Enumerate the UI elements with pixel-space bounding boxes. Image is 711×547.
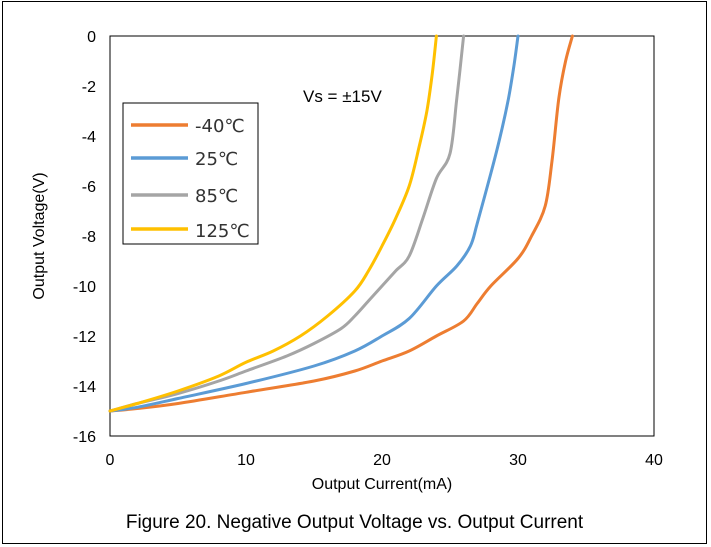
y-tick-label: -6 <box>82 179 96 196</box>
x-tick-label: 40 <box>645 452 663 469</box>
series-line-85c <box>108 34 466 413</box>
y-tick-label: 0 <box>87 29 96 46</box>
legend-label-85c: 85℃ <box>195 186 238 207</box>
legend-label-m40c: -40℃ <box>195 116 245 137</box>
x-tick-label: 30 <box>509 452 527 469</box>
x-tick-label: 20 <box>373 452 391 469</box>
series-lines <box>108 34 574 413</box>
y-tick-label: -10 <box>73 279 96 296</box>
y-tick-label: -8 <box>82 229 96 246</box>
x-tick-label: 10 <box>237 452 255 469</box>
series-line-125c <box>108 34 438 413</box>
series-line-m40c <box>108 34 574 413</box>
legend-label-125c: 125℃ <box>195 221 250 242</box>
x-tick-label: 0 <box>106 452 115 469</box>
y-tick-label: -12 <box>73 329 96 346</box>
legend-label-25c: 25℃ <box>195 149 238 170</box>
y-tick-label: -14 <box>73 379 96 396</box>
tick-labels: 0 10 20 30 40 0 -2 -4 -6 -8 -10 -12 -14 -16 <box>73 29 663 469</box>
series-line-25c <box>108 34 520 413</box>
y-tick-label: -16 <box>73 429 96 446</box>
y-tick-label: -2 <box>82 79 96 96</box>
supply-annotation: Vs = ±15V <box>303 87 382 106</box>
x-axis-title: Output Current(mA) <box>312 476 452 493</box>
y-tick-label: -4 <box>82 129 96 146</box>
y-axis-title: Output Voltage(V) <box>31 172 48 299</box>
legend: -40℃ 25℃ 85℃ 125℃ <box>122 102 259 245</box>
figure-caption: Figure 20. Negative Output Voltage vs. O… <box>125 512 584 533</box>
